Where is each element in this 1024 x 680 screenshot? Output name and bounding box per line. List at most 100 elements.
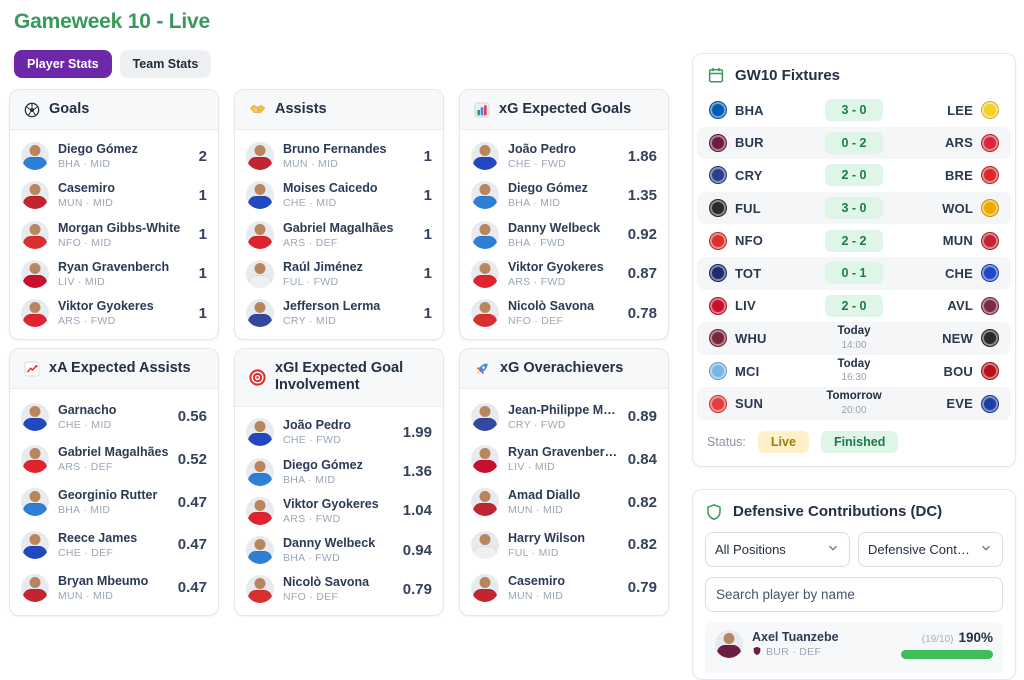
player-avatar [471, 181, 499, 210]
target-icon [249, 369, 266, 386]
player-meta: ARS · FWD [508, 275, 566, 288]
player-row[interactable]: Jefferson Lerma CRY · MID 1 [235, 299, 443, 328]
player-info: Garnacho CHE · MID [58, 403, 169, 431]
away-team-crest [981, 199, 999, 218]
card-header: xG Overachievers [460, 349, 668, 390]
tab-team-stats[interactable]: Team Stats [119, 50, 212, 78]
player-name: Viktor Gyokeres [58, 299, 154, 314]
player-row[interactable]: João Pedro CHE · FWD 1.99 [235, 418, 443, 447]
player-row[interactable]: Bruno Fernandes MUN · MID 1 [235, 142, 443, 171]
status-label: Status: [707, 434, 746, 449]
player-avatar [471, 299, 499, 328]
player-row[interactable]: Jean-Philippe MatetaCRY · FWD 0.89 [460, 402, 668, 431]
dc-player-progress: (19/10) 190% [901, 630, 993, 659]
player-name: Garnacho [58, 402, 117, 417]
player-info: Viktor Gyokeres ARS · FWD [283, 497, 394, 525]
player-info: Nicolò Savona NFO · DEF [283, 575, 394, 603]
player-info: Diego Gómez BHA · MID [283, 458, 394, 486]
stat-card-xa: xA Expected Assists Garnacho CHE · MID 0.… [9, 348, 219, 616]
player-info: Ryan Gravenberch LIV · MID [508, 445, 619, 473]
position-filter-select[interactable]: All Positions [705, 531, 850, 567]
dc-progress-bar [901, 649, 993, 659]
player-info: Danny Welbeck BHA · FWD [283, 536, 394, 564]
page-title: Gameweek 10 - Live [14, 10, 211, 33]
tab-player-stats[interactable]: Player Stats [14, 50, 112, 78]
player-info: Ryan Gravenberch LIV · MID [58, 260, 190, 288]
handshake-icon [249, 101, 266, 118]
player-name: Harry Wilson [508, 530, 585, 545]
player-row[interactable]: Garnacho CHE · MID 0.56 [10, 402, 218, 431]
fixture-row: TOT 0 - 1 CHE [697, 256, 1011, 290]
player-row[interactable]: Casemiro MUN · MID 0.79 [460, 573, 668, 602]
player-stat-value: 1 [423, 147, 432, 165]
away-team-crest [981, 296, 999, 315]
away-team-code: AVL [947, 298, 973, 314]
player-row[interactable]: Ryan Gravenberch LIV · MID 0.84 [460, 445, 668, 474]
dc-player-row[interactable]: Axel Tuanzebe BUR · DEF (19/10) 190% [705, 621, 1003, 673]
player-avatar [246, 575, 274, 604]
player-row[interactable]: Danny Welbeck BHA · FWD 0.94 [235, 536, 443, 565]
player-avatar [21, 259, 49, 288]
player-row[interactable]: Gabriel Magalhães ARS · DEF 0.52 [10, 445, 218, 474]
player-stat-value: 0.82 [627, 536, 657, 554]
player-meta: FUL · FWD [283, 275, 339, 288]
player-stat-value: 0.79 [402, 580, 432, 598]
player-avatar [21, 220, 49, 249]
player-stat-value: 1 [198, 226, 207, 244]
player-info: Moises Caicedo CHE · MID [283, 181, 415, 209]
player-stat-value: 0.82 [627, 493, 657, 511]
player-row[interactable]: Bryan Mbeumo MUN · MID 0.47 [10, 573, 218, 602]
stat-filter-select[interactable]: Defensive Contributi... [858, 531, 1003, 567]
fixture-row: WHU Today 14:00 NEW [697, 322, 1011, 355]
player-row[interactable]: Amad Diallo MUN · MID 0.82 [460, 488, 668, 517]
player-row[interactable]: Casemiro MUN · MID 1 [10, 181, 218, 210]
card-title: xA Expected Assists [49, 360, 191, 376]
home-team-code: NFO [735, 233, 764, 249]
dc-search-wrap [693, 567, 1015, 612]
player-info: Axel Tuanzebe BUR · DEF [752, 630, 892, 659]
away-team-code: BOU [943, 363, 973, 379]
away-team-crest [981, 166, 999, 185]
home-team-crest [709, 329, 727, 348]
player-row[interactable]: Morgan Gibbs-White NFO · MID 1 [10, 220, 218, 249]
player-row[interactable]: João Pedro CHE · FWD 1.86 [460, 142, 668, 171]
player-row[interactable]: Harry Wilson FUL · MID 0.82 [460, 530, 668, 559]
player-search-input[interactable] [705, 576, 1003, 612]
player-row[interactable]: Diego Gómez BHA · MID 1.35 [460, 181, 668, 210]
player-meta: CHE · FWD [508, 158, 567, 171]
player-stat-value: 1 [423, 226, 432, 244]
shield-icon [705, 503, 723, 521]
player-name: Casemiro [58, 181, 115, 196]
player-row[interactable]: Viktor Gyokeres ARS · FWD 1.04 [235, 496, 443, 525]
player-row[interactable]: Ryan Gravenberch LIV · MID 1 [10, 259, 218, 288]
player-name: Morgan Gibbs-White [58, 220, 181, 235]
player-row[interactable]: Viktor Gyokeres ARS · FWD 0.87 [460, 259, 668, 288]
player-row[interactable]: Danny Welbeck BHA · FWD 0.92 [460, 220, 668, 249]
card-title: Assists [275, 101, 327, 117]
player-row[interactable]: Georginio Rutter BHA · MID 0.47 [10, 488, 218, 517]
player-avatar [246, 299, 274, 328]
player-row[interactable]: Moises Caicedo CHE · MID 1 [235, 181, 443, 210]
player-avatar [246, 259, 274, 288]
player-row[interactable]: Nicolò Savona NFO · DEF 0.78 [460, 299, 668, 328]
player-stat-value: 1 [423, 265, 432, 283]
fixture-time: 20:00 [841, 405, 867, 417]
dc-header: Defensive Contributions (DC) [693, 490, 1015, 532]
player-name: Ryan Gravenberch [508, 445, 619, 460]
player-row[interactable]: Raúl Jiménez FUL · FWD 1 [235, 259, 443, 288]
player-row[interactable]: Diego Gómez BHA · MID 1.36 [235, 457, 443, 486]
player-row[interactable]: Viktor Gyokeres ARS · FWD 1 [10, 299, 218, 328]
player-stat-value: 0.47 [177, 536, 207, 554]
player-row[interactable]: Nicolò Savona NFO · DEF 0.79 [235, 575, 443, 604]
player-row[interactable]: Gabriel Magalhães ARS · DEF 1 [235, 220, 443, 249]
player-name: João Pedro [283, 418, 352, 433]
fixture-row: SUN Tomorrow 20:00 EVE [697, 387, 1011, 420]
player-row[interactable]: Reece James CHE · DEF 0.47 [10, 530, 218, 559]
player-info: Reece James CHE · DEF [58, 531, 169, 559]
fixtures-panel: GW10 Fixtures BHA 3 - 0 LEE BUR 0 - 2 AR… [692, 53, 1016, 467]
player-row[interactable]: Diego Gómez BHA · MID 2 [10, 142, 218, 171]
player-stat-value: 1 [198, 265, 207, 283]
home-team-code: SUN [735, 396, 764, 412]
player-stat-value: 1 [198, 304, 207, 322]
player-name: Nicolò Savona [283, 575, 370, 590]
